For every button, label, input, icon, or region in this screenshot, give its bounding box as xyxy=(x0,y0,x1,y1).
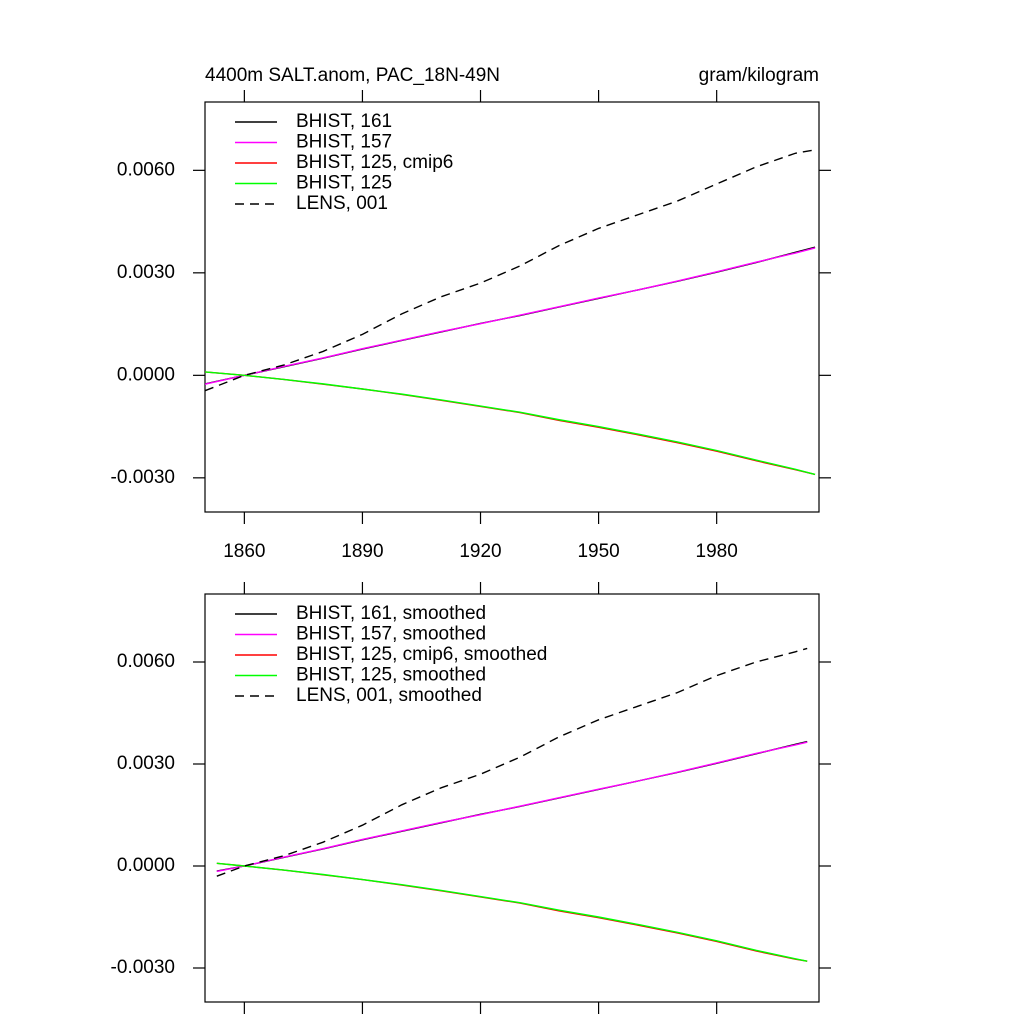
y-tick-label: -0.0030 xyxy=(111,957,175,978)
legend-label: BHIST, 125 xyxy=(296,173,392,194)
y-tick-label: 0.0030 xyxy=(117,753,175,774)
units-label: gram/kilogram xyxy=(699,65,819,86)
legend-label: LENS, 001 xyxy=(296,193,388,214)
plot-frame xyxy=(204,593,820,1003)
y-tick-label: 0.0060 xyxy=(117,651,175,672)
legend-label: BHIST, 125, cmip6, smoothed xyxy=(296,644,547,665)
x-tick-label: 1920 xyxy=(459,541,501,562)
legend-label: BHIST, 161 xyxy=(296,111,392,132)
x-tick-label: 1950 xyxy=(577,541,619,562)
legend-label: BHIST, 157, smoothed xyxy=(296,624,486,645)
y-tick-label: 0.0000 xyxy=(117,364,175,385)
series-line xyxy=(204,247,816,385)
series-line xyxy=(204,371,816,476)
series-line xyxy=(216,647,808,877)
y-tick-label: 0.0060 xyxy=(117,159,175,180)
legend-label: LENS, 001, smoothed xyxy=(296,685,482,706)
series-line xyxy=(216,741,808,873)
plot-frame xyxy=(204,101,820,513)
series-line xyxy=(204,371,816,476)
x-tick-label: 1890 xyxy=(341,541,383,562)
y-tick-label: 0.0000 xyxy=(117,855,175,876)
legend-label: BHIST, 125, cmip6 xyxy=(296,152,453,173)
y-tick-label: 0.0030 xyxy=(117,262,175,283)
legend-label: BHIST, 157 xyxy=(296,132,392,153)
y-tick-label: -0.0030 xyxy=(111,467,175,488)
series-line xyxy=(216,862,808,962)
x-tick-label: 1980 xyxy=(696,541,738,562)
x-tick-label: 1860 xyxy=(223,541,265,562)
legend-label: BHIST, 125, smoothed xyxy=(296,665,486,686)
chart-title: 4400m SALT.anom, PAC_18N-49N xyxy=(205,65,500,86)
series-line xyxy=(204,149,816,392)
legend-label: BHIST, 161, smoothed xyxy=(296,603,486,624)
series-line xyxy=(216,862,808,962)
